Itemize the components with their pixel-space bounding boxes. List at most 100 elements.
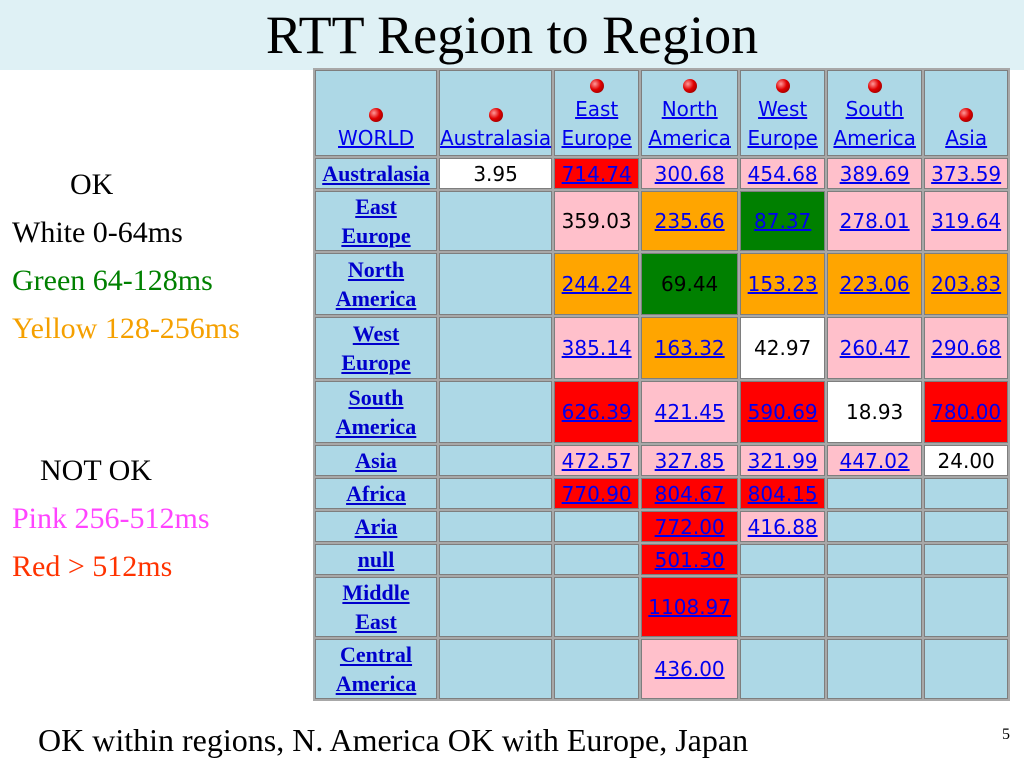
column-header-east-europe[interactable]: East Europe [554, 70, 640, 156]
red-dot-icon [488, 108, 503, 122]
rtt-cell[interactable]: 321.99 [740, 445, 826, 476]
rtt-cell[interactable]: 300.68 [641, 158, 739, 189]
rtt-cell[interactable]: 804.15 [740, 478, 826, 509]
row-label[interactable]: West Europe [341, 321, 411, 375]
empty-cell [554, 577, 640, 637]
rtt-cell[interactable]: 436.00 [641, 639, 739, 699]
rtt-cell[interactable]: 260.47 [827, 317, 923, 379]
row-label[interactable]: Aria [354, 514, 398, 539]
rtt-cell[interactable]: 327.85 [641, 445, 739, 476]
rtt-cell[interactable]: 290.68 [924, 317, 1009, 379]
rtt-cell[interactable]: 804.67 [641, 478, 739, 509]
rtt-cell[interactable]: 421.45 [641, 381, 739, 443]
rtt-cell[interactable]: 319.64 [924, 191, 1009, 251]
row-header-west-europe[interactable]: West Europe [315, 317, 437, 379]
rtt-cell[interactable]: 1108.97 [641, 577, 739, 637]
rtt-cell[interactable]: 153.23 [740, 253, 826, 315]
empty-cell [439, 445, 553, 476]
column-label[interactable]: Asia [945, 126, 988, 150]
table-row: Australasia 3.95 714.74 300.68 454.68 389.69 3… [315, 158, 1009, 189]
rtt-cell[interactable]: 235.66 [641, 191, 739, 251]
rtt-cell[interactable]: 501.30 [641, 544, 739, 575]
red-dot-icon [682, 79, 697, 93]
rtt-cell[interactable]: 203.83 [924, 253, 1009, 315]
rtt-cell[interactable]: 373.59 [924, 158, 1009, 189]
rtt-cell[interactable]: 447.02 [827, 445, 923, 476]
rtt-cell[interactable]: 87.37 [740, 191, 826, 251]
legend-green: Green 64-128ms [12, 264, 213, 297]
table-row: East Europe 359.03 235.66 87.37 278.01 319.64 [315, 191, 1009, 251]
table-row: South America 626.39 421.45 590.69 18.93 780.0… [315, 381, 1009, 443]
row-header-central-america[interactable]: Central America [315, 639, 437, 699]
row-label[interactable]: Middle East [342, 580, 410, 634]
legend-not-ok-heading: NOT OK [40, 454, 152, 487]
row-header-australasia[interactable]: Australasia [315, 158, 437, 189]
rtt-cell: 69.44 [641, 253, 739, 315]
column-label[interactable]: West Europe [747, 97, 818, 150]
rtt-cell[interactable]: 389.69 [827, 158, 923, 189]
empty-cell [827, 577, 923, 637]
row-header-asia[interactable]: Asia [315, 445, 437, 476]
rtt-cell[interactable]: 626.39 [554, 381, 640, 443]
row-label[interactable]: East Europe [341, 194, 411, 248]
red-dot-icon [369, 108, 383, 122]
column-header-world[interactable]: WORLD [315, 70, 437, 156]
rtt-cell[interactable]: 385.14 [554, 317, 640, 379]
row-header-africa[interactable]: Africa [315, 478, 437, 509]
column-label[interactable]: Australasia [440, 126, 552, 150]
row-label[interactable]: Central America [335, 642, 417, 696]
rtt-cell[interactable]: 472.57 [554, 445, 640, 476]
red-dot-icon [867, 79, 882, 93]
row-label[interactable]: Asia [355, 448, 397, 473]
red-dot-icon [775, 79, 790, 93]
table-row: Middle East 1108.97 [315, 577, 1009, 637]
rtt-cell[interactable]: 416.88 [740, 511, 826, 542]
row-label[interactable]: Africa [346, 481, 406, 506]
column-header-west-europe[interactable]: West Europe [740, 70, 826, 156]
column-header-asia[interactable]: Asia [924, 70, 1009, 156]
empty-cell [554, 511, 640, 542]
empty-cell [827, 639, 923, 699]
rtt-cell[interactable]: 163.32 [641, 317, 739, 379]
rtt-cell[interactable]: 454.68 [740, 158, 826, 189]
row-header-north-america[interactable]: North America [315, 253, 437, 315]
row-header-south-america[interactable]: South America [315, 381, 437, 443]
rtt-cell: 24.00 [924, 445, 1009, 476]
empty-cell [827, 478, 923, 509]
rtt-cell: 18.93 [827, 381, 923, 443]
row-label[interactable]: North America [335, 257, 417, 311]
rtt-cell[interactable]: 770.90 [554, 478, 640, 509]
empty-cell [439, 544, 553, 575]
row-header-east-europe[interactable]: East Europe [315, 191, 437, 251]
row-label[interactable]: null [357, 547, 395, 572]
rtt-cell[interactable]: 244.24 [554, 253, 640, 315]
rtt-cell[interactable]: 780.00 [924, 381, 1009, 443]
column-label[interactable]: WORLD [338, 126, 414, 150]
table-row: null 501.30 [315, 544, 1009, 575]
empty-cell [439, 253, 553, 315]
column-header-south-america[interactable]: South America [827, 70, 923, 156]
column-label[interactable]: East Europe [561, 97, 632, 150]
row-label[interactable]: Australasia [322, 161, 430, 186]
column-label[interactable]: North America [648, 97, 731, 150]
rtt-cell[interactable]: 223.06 [827, 253, 923, 315]
empty-cell [439, 478, 553, 509]
empty-cell [740, 544, 826, 575]
row-label[interactable]: South America [335, 385, 417, 439]
red-dot-icon [589, 79, 604, 93]
table-row: Aria 772.00 416.88 [315, 511, 1009, 542]
row-header-null[interactable]: null [315, 544, 437, 575]
red-dot-icon [959, 108, 974, 122]
rtt-cell[interactable]: 772.00 [641, 511, 739, 542]
column-label[interactable]: South America [833, 97, 916, 150]
rtt-cell[interactable]: 714.74 [554, 158, 640, 189]
rtt-cell: 42.97 [740, 317, 826, 379]
legend-yellow: Yellow 128-256ms [12, 312, 240, 345]
column-header-north-america[interactable]: North America [641, 70, 739, 156]
empty-cell [439, 381, 553, 443]
rtt-cell[interactable]: 590.69 [740, 381, 826, 443]
row-header-middle-east[interactable]: Middle East [315, 577, 437, 637]
rtt-cell[interactable]: 278.01 [827, 191, 923, 251]
column-header-australasia[interactable]: Australasia [439, 70, 553, 156]
row-header-aria[interactable]: Aria [315, 511, 437, 542]
